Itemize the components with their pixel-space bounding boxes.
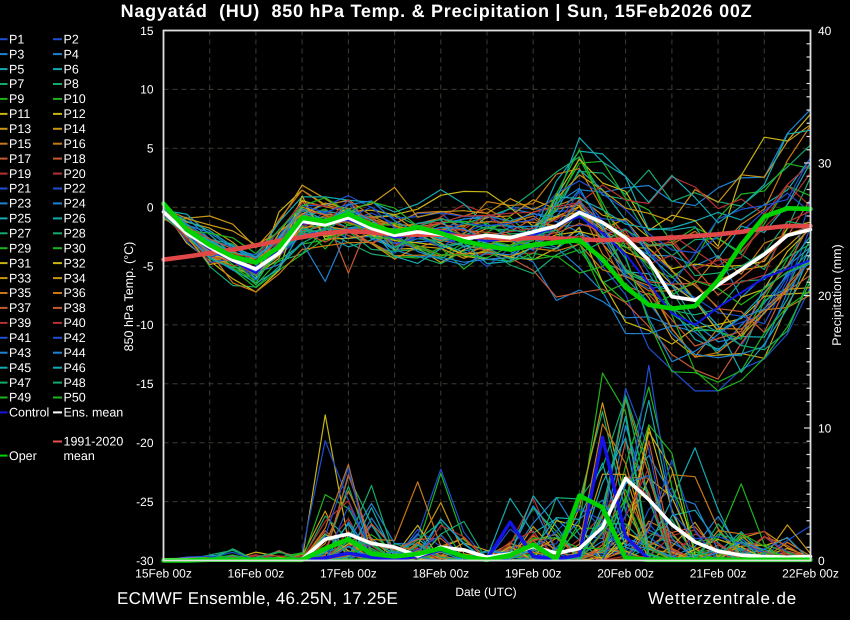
svg-text:P16: P16 bbox=[64, 137, 86, 151]
svg-text:P23: P23 bbox=[9, 197, 31, 211]
svg-text:P11: P11 bbox=[9, 107, 30, 121]
svg-text:P7: P7 bbox=[9, 77, 24, 91]
svg-text:P45: P45 bbox=[9, 361, 31, 375]
svg-text:P19: P19 bbox=[9, 167, 31, 181]
svg-text:P39: P39 bbox=[9, 316, 31, 330]
svg-text:P20: P20 bbox=[64, 167, 86, 181]
svg-text:P12: P12 bbox=[64, 107, 86, 121]
svg-text:19Feb 00z: 19Feb 00z bbox=[505, 567, 562, 581]
svg-text:P14: P14 bbox=[64, 122, 86, 136]
svg-text:18Feb 00z: 18Feb 00z bbox=[412, 567, 469, 581]
svg-text:20Feb 00z: 20Feb 00z bbox=[597, 567, 654, 581]
svg-text:-10: -10 bbox=[136, 318, 154, 332]
svg-text:P43: P43 bbox=[9, 346, 31, 360]
svg-text:Wetterzentrale.de: Wetterzentrale.de bbox=[648, 589, 797, 608]
svg-text:Date (UTC): Date (UTC) bbox=[455, 585, 516, 599]
svg-text:P44: P44 bbox=[64, 346, 86, 360]
svg-text:0: 0 bbox=[818, 554, 825, 568]
svg-text:1991-2020: 1991-2020 bbox=[64, 435, 124, 449]
svg-text:P5: P5 bbox=[9, 62, 24, 76]
svg-text:P42: P42 bbox=[64, 331, 86, 345]
svg-text:Control: Control bbox=[9, 406, 49, 420]
svg-text:P3: P3 bbox=[9, 47, 24, 61]
svg-text:Precipitation (mm): Precipitation (mm) bbox=[830, 244, 844, 345]
svg-text:ECMWF Ensemble, 46.25N, 17.25E: ECMWF Ensemble, 46.25N, 17.25E bbox=[117, 589, 398, 608]
svg-text:5: 5 bbox=[147, 142, 154, 156]
svg-text:P24: P24 bbox=[64, 197, 86, 211]
svg-text:-30: -30 bbox=[136, 554, 154, 568]
svg-text:P38: P38 bbox=[64, 301, 86, 315]
svg-text:P8: P8 bbox=[64, 77, 79, 91]
svg-text:P6: P6 bbox=[64, 62, 79, 76]
svg-text:21Feb 00z: 21Feb 00z bbox=[690, 567, 747, 581]
svg-text:-25: -25 bbox=[136, 495, 154, 509]
svg-text:P36: P36 bbox=[64, 286, 86, 300]
svg-text:P10: P10 bbox=[64, 92, 86, 106]
svg-text:Ens. mean: Ens. mean bbox=[64, 406, 124, 420]
svg-text:P50: P50 bbox=[64, 391, 86, 405]
svg-text:Nagyatád (HU) 850 hPa Temp.: Nagyatád (HU) 850 hPa Temp. & Precipitat… bbox=[121, 1, 753, 21]
svg-text:P33: P33 bbox=[9, 271, 31, 285]
svg-text:P15: P15 bbox=[9, 137, 31, 151]
svg-text:mean: mean bbox=[64, 449, 95, 463]
svg-text:P30: P30 bbox=[64, 241, 86, 255]
svg-text:10: 10 bbox=[140, 83, 154, 97]
svg-text:22Feb 00z: 22Feb 00z bbox=[782, 567, 839, 581]
svg-text:P1: P1 bbox=[9, 32, 24, 46]
svg-text:P37: P37 bbox=[9, 301, 31, 315]
svg-text:P29: P29 bbox=[9, 241, 31, 255]
svg-text:P22: P22 bbox=[64, 182, 86, 196]
svg-text:P21: P21 bbox=[9, 182, 31, 196]
svg-text:Oper: Oper bbox=[9, 449, 37, 463]
svg-text:P47: P47 bbox=[9, 376, 31, 390]
svg-text:0: 0 bbox=[147, 201, 154, 215]
svg-text:30: 30 bbox=[818, 157, 832, 171]
svg-text:-20: -20 bbox=[136, 436, 154, 450]
svg-text:40: 40 bbox=[818, 24, 832, 38]
svg-text:-5: -5 bbox=[143, 259, 154, 273]
svg-text:850 hPa Temp. (°C): 850 hPa Temp. (°C) bbox=[122, 242, 136, 352]
svg-text:20: 20 bbox=[818, 289, 832, 303]
svg-text:P35: P35 bbox=[9, 286, 31, 300]
svg-text:15Feb 00z: 15Feb 00z bbox=[135, 567, 192, 581]
svg-text:P31: P31 bbox=[9, 256, 31, 270]
svg-text:P4: P4 bbox=[64, 47, 79, 61]
svg-text:P17: P17 bbox=[9, 152, 31, 166]
svg-text:P27: P27 bbox=[9, 227, 31, 241]
svg-text:P26: P26 bbox=[64, 212, 86, 226]
svg-text:P25: P25 bbox=[9, 212, 31, 226]
svg-text:P46: P46 bbox=[64, 361, 86, 375]
svg-text:P9: P9 bbox=[9, 92, 24, 106]
svg-text:17Feb 00z: 17Feb 00z bbox=[320, 567, 377, 581]
svg-text:15: 15 bbox=[140, 24, 154, 38]
svg-text:P49: P49 bbox=[9, 391, 31, 405]
svg-text:P41: P41 bbox=[9, 331, 31, 345]
svg-text:P40: P40 bbox=[64, 316, 86, 330]
svg-text:10: 10 bbox=[818, 422, 832, 436]
svg-text:16Feb 00z: 16Feb 00z bbox=[228, 567, 285, 581]
svg-text:P48: P48 bbox=[64, 376, 86, 390]
svg-text:P32: P32 bbox=[64, 256, 86, 270]
svg-text:P2: P2 bbox=[64, 32, 79, 46]
svg-text:P34: P34 bbox=[64, 271, 86, 285]
svg-text:-15: -15 bbox=[136, 377, 154, 391]
svg-text:P18: P18 bbox=[64, 152, 86, 166]
svg-text:P13: P13 bbox=[9, 122, 31, 136]
svg-text:P28: P28 bbox=[64, 227, 86, 241]
